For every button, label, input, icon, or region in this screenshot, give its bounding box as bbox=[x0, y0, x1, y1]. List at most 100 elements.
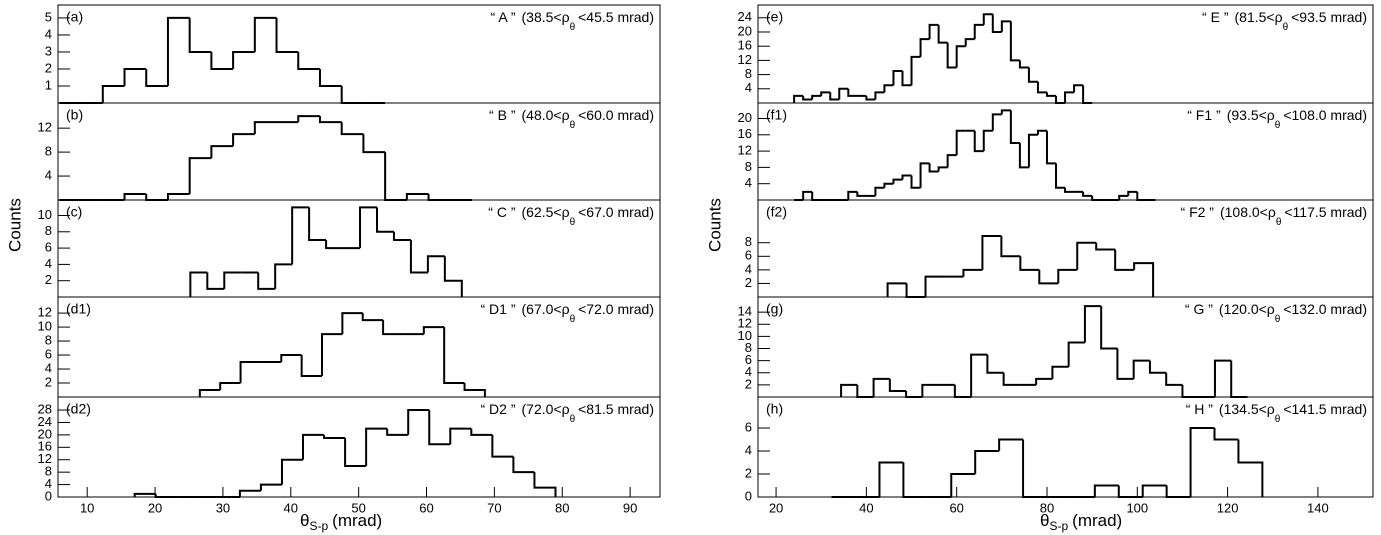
histogram-bin bbox=[302, 433, 325, 460]
histogram-bin bbox=[1133, 262, 1155, 297]
panel-label: (d1) bbox=[66, 301, 91, 317]
histogram-bin bbox=[1091, 195, 1102, 201]
histogram-bin bbox=[982, 129, 993, 152]
panel-label: (f1) bbox=[766, 107, 787, 123]
histogram-bin bbox=[998, 438, 1024, 452]
annotation: “ C ” (62.5<ρθ<67.0 mrad) bbox=[488, 204, 654, 228]
annotation-tag: “ E ” bbox=[1202, 9, 1229, 25]
annotation-range: (81.5<ρ bbox=[1235, 9, 1283, 25]
annotation-tag: “ H ” bbox=[1186, 401, 1214, 417]
annotation-tag: “ D2 ” bbox=[481, 401, 516, 417]
histogram-bin bbox=[1064, 91, 1075, 103]
histogram-bin bbox=[919, 38, 930, 57]
histogram-bin bbox=[275, 17, 299, 53]
annotation-sub: θ bbox=[570, 22, 576, 33]
histogram-bin bbox=[802, 95, 813, 101]
histogram-bin bbox=[973, 23, 984, 40]
histogram-bin bbox=[1018, 142, 1029, 169]
histogram-bin bbox=[145, 68, 168, 87]
panel-label: (c) bbox=[66, 204, 82, 220]
annotation-range: <67.0 mrad) bbox=[578, 204, 654, 220]
histogram-bin bbox=[1055, 163, 1066, 189]
annotation-tag: “ C ” bbox=[488, 204, 516, 220]
x-tick-label: 140 bbox=[1307, 500, 1329, 515]
histogram-bin bbox=[426, 255, 445, 273]
annotation-range: (48.0<ρ bbox=[522, 107, 570, 123]
histogram-bin bbox=[232, 133, 255, 147]
histogram-bin bbox=[1127, 190, 1138, 196]
histogram-bin bbox=[512, 456, 535, 474]
y-tick-label: 4 bbox=[45, 26, 52, 41]
annotation-tag: “ B ” bbox=[489, 107, 516, 123]
y-tick-label: 12 bbox=[38, 305, 52, 320]
annotation-sub: θ bbox=[1276, 217, 1282, 228]
y-tick-label: 28 bbox=[38, 401, 52, 416]
histogram-bin bbox=[1132, 359, 1150, 379]
histogram-bin bbox=[166, 16, 190, 86]
histogram-bin bbox=[359, 206, 377, 249]
histogram-bin bbox=[219, 382, 241, 391]
y-tick-label: 8 bbox=[45, 223, 52, 238]
histogram-bin bbox=[340, 122, 364, 136]
annotation-sub: θ bbox=[1275, 314, 1281, 325]
panel-frame bbox=[757, 199, 1374, 298]
histogram-bin bbox=[1000, 235, 1021, 258]
histogram-bin bbox=[1036, 81, 1047, 94]
histogram-bin bbox=[280, 458, 304, 485]
y-tick-label: 3 bbox=[45, 43, 52, 58]
histogram-bin bbox=[981, 234, 1002, 270]
histogram-bin bbox=[838, 87, 849, 100]
annotation: “ B ” (48.0<ρθ<60.0 mrad) bbox=[489, 107, 654, 131]
x-tick-label: 80 bbox=[555, 500, 569, 515]
annotation-range: <132.0 mrad) bbox=[1283, 301, 1367, 317]
annotation-range: <72.0 mrad) bbox=[578, 301, 654, 317]
annotation: “ D1 ” (67.0<ρθ<72.0 mrad) bbox=[481, 301, 655, 325]
histogram-bin bbox=[928, 163, 939, 173]
annotation-range: <81.5 mrad) bbox=[578, 401, 654, 417]
annotation-range: <117.5 mrad) bbox=[1284, 204, 1367, 220]
histogram-bin bbox=[982, 13, 993, 25]
y-tick-label: 4 bbox=[745, 364, 752, 379]
y-tick-label: 10 bbox=[38, 207, 52, 222]
annotation-range: <93.5 mrad) bbox=[1291, 9, 1367, 25]
x-tick-label: 40 bbox=[859, 500, 873, 515]
x-tick-label: 80 bbox=[1040, 500, 1054, 515]
histogram-bin bbox=[955, 45, 966, 68]
y-tick-label: 2 bbox=[745, 275, 752, 290]
y-tick-label: 6 bbox=[45, 240, 52, 255]
histogram-bin bbox=[361, 313, 384, 322]
y-tick-label: 4 bbox=[45, 360, 52, 375]
histogram-bin bbox=[1141, 484, 1167, 497]
histogram-bin bbox=[1045, 92, 1057, 97]
annotation: “ D2 ” (72.0<ρθ<81.5 mrad) bbox=[481, 401, 655, 425]
y-tick-label: 5 bbox=[45, 9, 52, 24]
y-tick-label: 16 bbox=[38, 439, 52, 454]
y-tick-label: 0 bbox=[45, 488, 52, 503]
histogram-bin bbox=[384, 152, 407, 201]
x-tick-label: 30 bbox=[216, 500, 230, 515]
histogram-bin bbox=[1035, 377, 1053, 385]
y-tick-label: 6 bbox=[745, 248, 752, 263]
x-tick-label: 100 bbox=[1126, 500, 1148, 515]
histogram-bin bbox=[1073, 84, 1084, 93]
annotation-range: (108.0<ρ bbox=[1220, 204, 1276, 220]
histogram-bin bbox=[901, 174, 912, 180]
histogram-bin bbox=[1002, 372, 1020, 386]
histogram-bin bbox=[375, 207, 394, 233]
histogram-bin bbox=[856, 384, 874, 398]
panel-label: (b) bbox=[66, 107, 83, 123]
y-tick-label: 10 bbox=[38, 319, 52, 334]
x-tick-label: 90 bbox=[623, 500, 637, 515]
histogram-bin bbox=[1036, 129, 1047, 135]
histogram-bin bbox=[886, 282, 907, 297]
y-tick-label: 12 bbox=[738, 316, 752, 331]
y-tick-label: 8 bbox=[745, 340, 752, 355]
histogram-bin bbox=[905, 283, 926, 298]
histogram-bin bbox=[291, 206, 310, 265]
histogram-bin bbox=[1213, 359, 1232, 397]
y-tick-label: 4 bbox=[45, 167, 52, 182]
histogram-bin bbox=[910, 175, 921, 189]
histogram-bin bbox=[1000, 20, 1011, 32]
histogram-bin bbox=[533, 472, 557, 497]
